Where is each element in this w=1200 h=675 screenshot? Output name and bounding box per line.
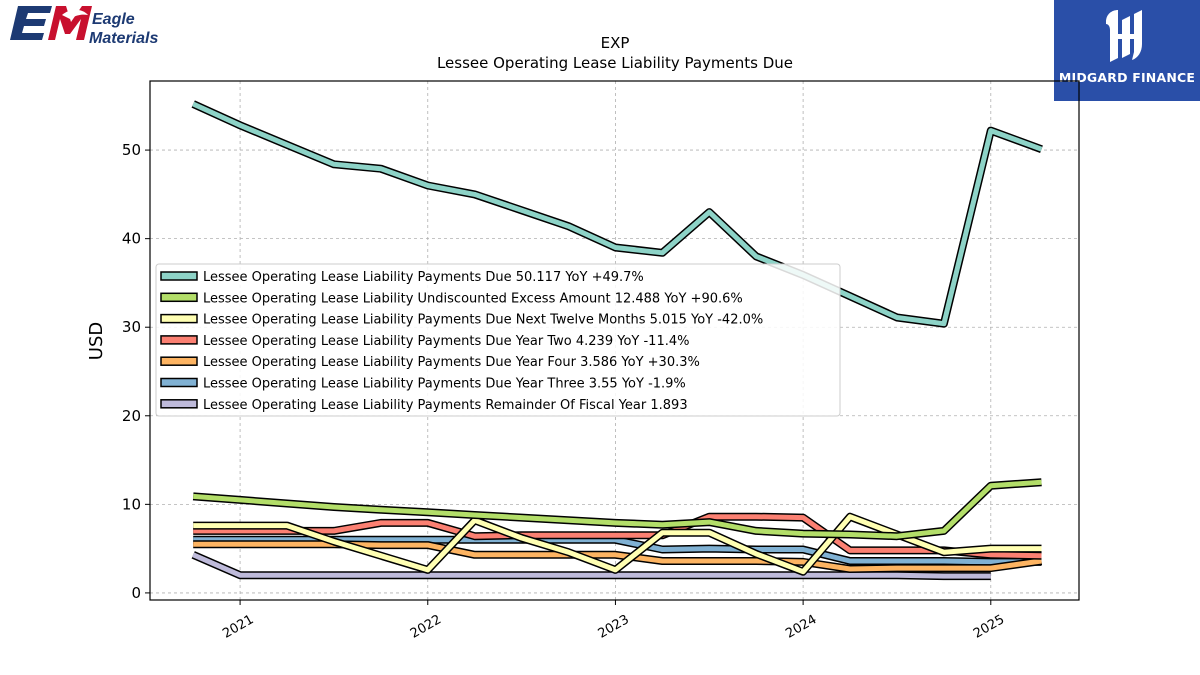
legend: Lessee Operating Lease Liability Payment… (155, 263, 841, 417)
legend-swatch (160, 292, 198, 303)
logo-line-2: Materials (89, 30, 158, 47)
series-line (192, 478, 1042, 541)
x-tick-label: 2023 (596, 612, 632, 642)
y-tick-label: 0 (131, 584, 141, 602)
legend-swatch (160, 335, 198, 345)
legend-entry: Lessee Operating Lease Liability Payment… (160, 313, 763, 328)
y-tick-label: 20 (122, 407, 141, 425)
legend-entry: Lessee Operating Lease Liability Payment… (160, 334, 689, 349)
y-tick-label: 50 (122, 141, 141, 159)
y-tick-label: 10 (122, 495, 141, 513)
y-tick-label: 30 (122, 318, 141, 336)
y-tick-label: 40 (122, 230, 141, 248)
em-mark (10, 6, 92, 40)
legend-label: Lessee Operating Lease Liability Payment… (203, 355, 700, 370)
series-line (191, 100, 1043, 328)
eagle-materials-logo: Eagle Materials (10, 6, 158, 47)
series-lines (191, 100, 1043, 581)
legend-entry: Lessee Operating Lease Liability Payment… (160, 270, 644, 285)
series-line (193, 512, 1042, 560)
x-tick-label: 2022 (408, 612, 444, 642)
legend-label: Lessee Operating Lease Liability Payment… (203, 270, 644, 285)
x-tick-label: 2025 (971, 612, 1007, 642)
legend-swatch (160, 377, 198, 388)
series-line-stroke (192, 101, 1043, 327)
logo-line-1: Eagle (92, 11, 135, 28)
brand-name: MIDGARD FINANCE (1058, 70, 1196, 85)
x-tick-label: 2024 (783, 612, 819, 642)
legend-swatch (160, 313, 198, 324)
y-axis-label: USD (86, 322, 107, 360)
chart-subtitle: Lessee Operating Lease Liability Payment… (437, 54, 793, 72)
legend-label: Lessee Operating Lease Liability Payment… (203, 398, 688, 413)
midgard-finance-badge: MIDGARD FINANCE (1054, 0, 1200, 101)
legend-swatch (160, 271, 198, 281)
chart-title: EXP (601, 34, 630, 52)
series-line-stroke (193, 479, 1042, 539)
midgard-finance-logo (1106, 10, 1142, 62)
legend-label: Lessee Operating Lease Liability Undisco… (203, 291, 743, 306)
legend-swatch (160, 356, 198, 366)
legend-label: Lessee Operating Lease Liability Payment… (203, 334, 689, 349)
legend-label: Lessee Operating Lease Liability Payment… (203, 377, 686, 392)
series-line-stroke (193, 514, 1042, 559)
series-line-stroke (192, 552, 991, 579)
legend-entry: Lessee Operating Lease Liability Undisco… (160, 291, 743, 306)
plot-frame (149, 80, 1080, 601)
x-tick-label: 2021 (220, 612, 256, 642)
legend-box (155, 263, 841, 417)
legend-label: Lessee Operating Lease Liability Payment… (203, 313, 763, 328)
legend-entry: Lessee Operating Lease Liability Payment… (160, 355, 700, 370)
legend-entry: Lessee Operating Lease Liability Payment… (160, 377, 686, 392)
legend-swatch (160, 399, 198, 409)
series-line (191, 551, 991, 581)
legend-entry: Lessee Operating Lease Liability Payment… (160, 398, 688, 413)
